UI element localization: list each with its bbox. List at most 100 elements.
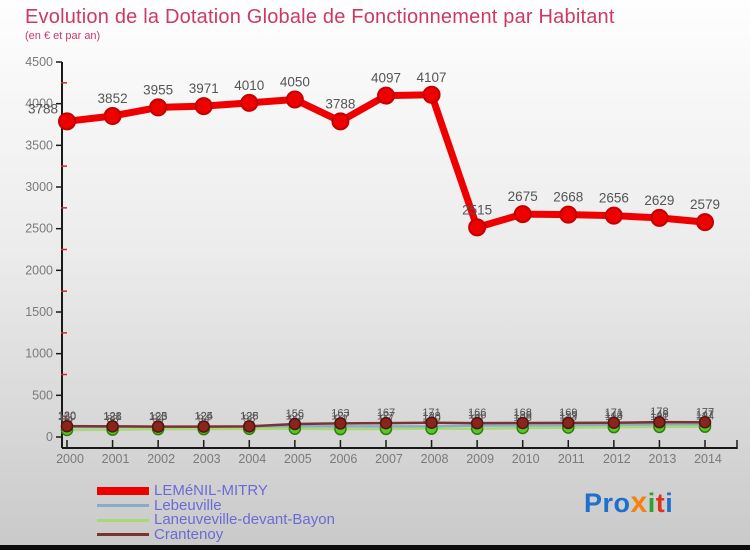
- data-point-LEMéNIL-MITRY: [468, 218, 487, 237]
- logo-letter: o: [613, 488, 631, 518]
- legend-swatch: [97, 487, 149, 496]
- data-label-LEMéNIL-MITRY: 3852: [98, 91, 128, 106]
- data-label-Crantenoy: 168: [514, 407, 532, 419]
- x-tick-label: 2013: [649, 452, 677, 466]
- data-label-Lebeuville: 120: [58, 411, 76, 423]
- data-point-LEMéNIL-MITRY: [331, 112, 350, 131]
- x-tick-label: 2000: [56, 452, 84, 466]
- legend-label: LEMéNIL-MITRY: [154, 482, 268, 500]
- legend-item-LEMéNIL-MITRY: LEMéNIL-MITRY: [97, 482, 335, 500]
- data-point-LEMéNIL-MITRY: [695, 213, 714, 232]
- data-label-LEMéNIL-MITRY: 4107: [417, 70, 447, 85]
- data-label-LEMéNIL-MITRY: 4010: [234, 78, 264, 93]
- data-point-LEMéNIL-MITRY: [376, 86, 395, 105]
- data-point-Crantenoy: [516, 416, 529, 430]
- data-point-Crantenoy: [470, 416, 484, 430]
- data-point-LEMéNIL-MITRY: [650, 208, 669, 227]
- data-point-LEMéNIL-MITRY: [149, 98, 168, 117]
- data-label-Lebeuville: 138: [514, 410, 532, 422]
- data-label-Lebeuville: 121: [103, 411, 121, 423]
- data-label-LEMéNIL-MITRY: 4097: [371, 71, 401, 86]
- data-label-LEMéNIL-MITRY: 3955: [143, 82, 173, 97]
- x-tick-label: 2005: [284, 452, 312, 466]
- legend-label: Lebeuville: [154, 496, 222, 514]
- data-label-Crantenoy: 167: [377, 407, 395, 419]
- data-label-Crantenoy: 128: [103, 410, 121, 422]
- data-label-Crantenoy: 171: [422, 407, 440, 419]
- data-label-LEMéNIL-MITRY: 4050: [280, 75, 310, 90]
- data-label-Lebeuville: 147: [696, 409, 714, 421]
- data-label-Crantenoy: 171: [605, 407, 623, 419]
- legend-item-Laneuveville-devant-Bayon: Laneuveville-devant-Bayon: [97, 511, 335, 529]
- x-tick-label: 2007: [375, 452, 403, 466]
- x-tick-label: 2002: [147, 452, 175, 466]
- legend-swatch: [97, 504, 149, 508]
- data-label-Crantenoy: 178: [650, 406, 668, 418]
- data-point-Crantenoy: [334, 417, 347, 430]
- data-label-Lebeuville: 139: [559, 409, 577, 421]
- data-label-Crantenoy: 156: [286, 408, 304, 420]
- x-tick-label: 2004: [238, 452, 266, 466]
- logo-letter: P: [584, 488, 603, 518]
- data-label-LEMéNIL-MITRY: 2656: [599, 191, 629, 206]
- x-tick-label: 2010: [512, 452, 540, 466]
- data-label-Lebeuville: 129: [286, 410, 304, 422]
- data-point-LEMéNIL-MITRY: [58, 112, 76, 131]
- logo-letter: t: [655, 488, 666, 518]
- x-tick-label: 2001: [102, 452, 130, 466]
- data-point-Crantenoy: [562, 416, 575, 430]
- chart-subtitle: (en € et par an): [25, 30, 101, 42]
- y-tick-label: 3500: [25, 138, 53, 152]
- x-tick-label: 2009: [466, 452, 494, 466]
- data-label-Lebeuville: 148: [650, 409, 668, 421]
- x-tick-label: 2014: [694, 452, 722, 466]
- data-point-Crantenoy: [698, 416, 712, 429]
- data-label-Lebeuville: 124: [195, 411, 213, 423]
- data-point-Crantenoy: [243, 420, 256, 433]
- data-point-Crantenoy: [607, 416, 621, 429]
- y-tick-label: 2000: [25, 263, 53, 277]
- legend-item-Crantenoy: Crantenoy: [97, 527, 335, 543]
- y-tick-label: 1000: [25, 347, 53, 361]
- x-tick-label: 2008: [421, 452, 449, 466]
- x-tick-label: 2006: [330, 452, 358, 466]
- y-tick-label: 4000: [25, 97, 53, 111]
- logo-letter: i: [647, 488, 656, 518]
- data-point-LEMéNIL-MITRY: [194, 97, 213, 116]
- data-label-LEMéNIL-MITRY: 3971: [189, 81, 219, 96]
- data-label-Lebeuville: 125: [240, 411, 258, 423]
- data-label-Crantenoy: 125: [149, 411, 167, 423]
- data-label-Lebeuville: 136: [468, 410, 486, 422]
- proxiti-logo: Proxiti: [584, 488, 673, 519]
- data-label-Crantenoy: 130: [58, 410, 76, 422]
- data-point-LEMéNIL-MITRY: [103, 107, 122, 125]
- x-tick-label: 2012: [603, 452, 631, 466]
- bottom-border: [0, 545, 750, 550]
- data-point-Crantenoy: [106, 420, 119, 433]
- data-label-Crantenoy: 169: [559, 407, 577, 419]
- logo-letter: r: [602, 488, 614, 518]
- x-tick-label: 2003: [193, 452, 221, 466]
- data-point-LEMéNIL-MITRY: [604, 206, 623, 225]
- data-point-LEMéNIL-MITRY: [422, 85, 441, 104]
- logo-letter: x: [630, 486, 648, 519]
- data-label-LEMéNIL-MITRY: 2668: [553, 190, 583, 205]
- data-label-LEMéNIL-MITRY: 2629: [644, 193, 674, 208]
- legend-label: Laneuveville-devant-Bayon: [154, 511, 335, 529]
- data-label-Crantenoy: 163: [331, 407, 349, 419]
- y-tick-label: 4500: [25, 55, 53, 69]
- y-tick-label: 3000: [25, 180, 53, 194]
- legend-item-Lebeuville: Lebeuville: [97, 496, 335, 514]
- data-point-LEMéNIL-MITRY: [513, 205, 532, 224]
- legend-swatch: [97, 533, 149, 537]
- chart-title: Evolution de la Dotation Globale de Fonc…: [25, 6, 615, 28]
- data-label-LEMéNIL-MITRY: 3788: [325, 96, 355, 111]
- legend-swatch: [97, 518, 149, 522]
- y-tick-label: 0: [46, 430, 53, 444]
- data-point-LEMéNIL-MITRY: [240, 93, 259, 112]
- data-point-Crantenoy: [197, 420, 210, 433]
- data-label-Lebeuville: 123: [149, 411, 167, 423]
- data-point-LEMéNIL-MITRY: [559, 205, 578, 224]
- logo-letter: i: [665, 488, 674, 518]
